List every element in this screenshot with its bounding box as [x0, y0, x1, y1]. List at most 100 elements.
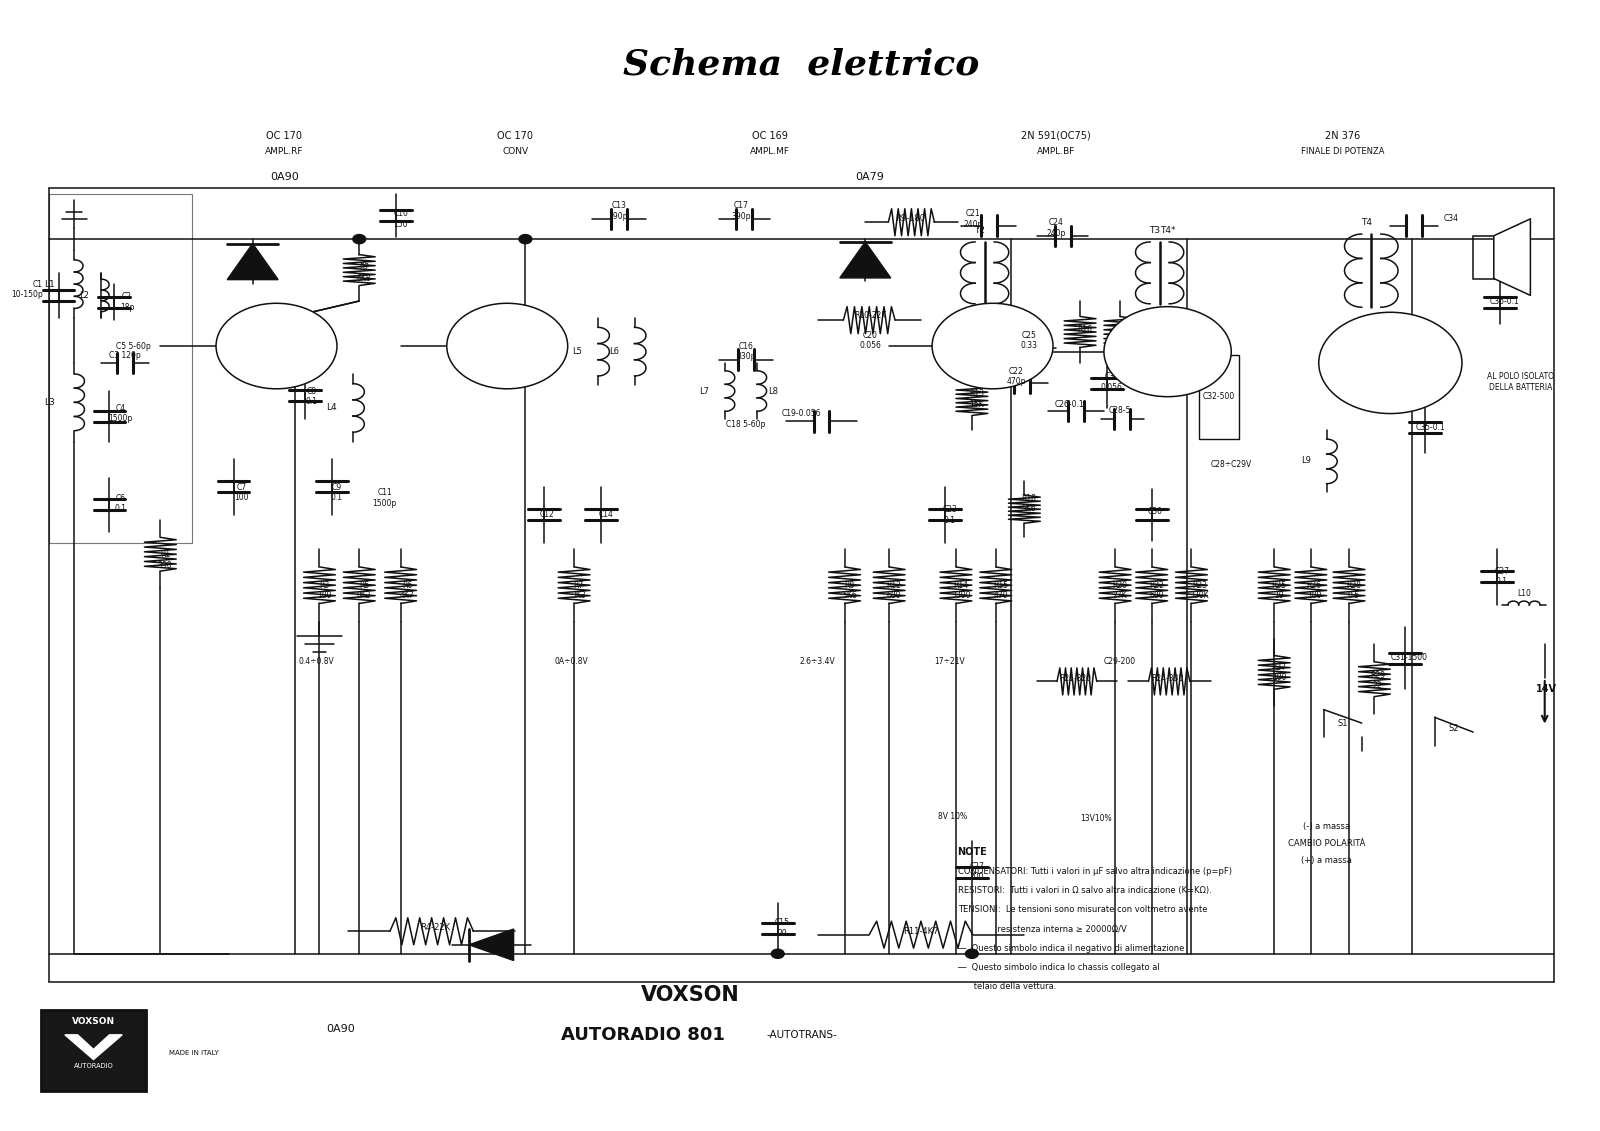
Text: CONV: CONV: [502, 147, 528, 156]
Text: C4
1500p: C4 1500p: [109, 404, 133, 423]
Text: C31-1500: C31-1500: [1390, 654, 1427, 663]
Text: C15
20: C15 20: [774, 918, 790, 938]
Circle shape: [933, 303, 1053, 389]
Text: C28-5: C28-5: [1109, 406, 1131, 415]
Text: C16
330p: C16 330p: [736, 342, 755, 362]
Bar: [42, 1010, 146, 1091]
Text: C7
100: C7 100: [234, 483, 248, 502]
Text: NOTE: NOTE: [957, 847, 987, 857]
Text: C25
0.33: C25 0.33: [1021, 330, 1038, 351]
Circle shape: [354, 234, 366, 243]
Text: Schema  elettrico: Schema elettrico: [624, 48, 979, 81]
Text: C5 5-60p: C5 5-60p: [115, 342, 150, 351]
Text: resistenza interna ≥ 20000Ω/V: resistenza interna ≥ 20000Ω/V: [957, 924, 1126, 933]
Text: telaio della vettura.: telaio della vettura.: [957, 982, 1056, 991]
Text: R26
180: R26 180: [1307, 580, 1322, 599]
Text: R2
6K8: R2 6K8: [357, 264, 371, 283]
Text: VOXSON: VOXSON: [72, 1017, 115, 1026]
Text: R12
680: R12 680: [886, 580, 901, 599]
Text: R20
27K: R20 27K: [1112, 580, 1128, 599]
Text: R7
3K3: R7 3K3: [571, 580, 586, 599]
Text: L5: L5: [573, 347, 582, 356]
Text: 8V 10%: 8V 10%: [938, 812, 968, 821]
Text: AL POLO ISOLATO
DELLA BATTERIA: AL POLO ISOLATO DELLA BATTERIA: [1488, 372, 1554, 391]
Text: C20
0.056: C20 0.056: [859, 330, 882, 351]
Text: R11-4K7: R11-4K7: [904, 926, 939, 935]
Text: C27
200: C27 200: [970, 862, 984, 881]
Text: R17
220K: R17 220K: [1118, 319, 1138, 339]
Text: T3: T3: [1149, 225, 1160, 234]
Text: L2: L2: [78, 291, 88, 300]
Text: L7: L7: [699, 387, 709, 396]
Text: OC 170: OC 170: [498, 130, 533, 140]
Text: 14V: 14V: [1536, 684, 1557, 694]
Text: AUTORADIO 801: AUTORADIO 801: [560, 1026, 725, 1044]
Text: L8: L8: [768, 387, 778, 396]
Text: 0.4÷0.8V: 0.4÷0.8V: [299, 657, 334, 666]
Circle shape: [216, 303, 338, 389]
Text: AMPL.BF: AMPL.BF: [1037, 147, 1075, 156]
Text: R6
4K7: R6 4K7: [400, 580, 414, 599]
Text: C32-500: C32-500: [1202, 392, 1235, 402]
Text: R13
15K: R13 15K: [970, 389, 984, 408]
Text: C24
240p: C24 240p: [1046, 218, 1066, 238]
Text: R24-330: R24-330: [1152, 674, 1184, 682]
Text: C28÷C29V: C28÷C29V: [1211, 459, 1251, 468]
Text: 0A79: 0A79: [856, 172, 885, 182]
Text: 2.6÷3.4V: 2.6÷3.4V: [800, 657, 835, 666]
Bar: [50, 195, 192, 543]
Text: S1: S1: [1338, 718, 1347, 727]
Text: C19-0.056: C19-0.056: [782, 409, 821, 418]
Text: R1
390: R1 390: [158, 550, 173, 570]
Text: L3: L3: [45, 398, 56, 407]
Polygon shape: [1494, 219, 1530, 295]
Text: 2N 376: 2N 376: [1325, 130, 1360, 140]
Text: C36-0.1: C36-0.1: [1490, 296, 1520, 305]
Text: R9-180: R9-180: [894, 215, 925, 223]
Text: R16: R16: [1077, 325, 1093, 334]
Text: C31
0.056: C31 0.056: [1101, 372, 1123, 391]
Text: L9: L9: [1301, 456, 1310, 465]
Text: C30: C30: [1147, 507, 1162, 516]
Text: L10: L10: [1517, 589, 1531, 598]
Text: (-) a massa: (-) a massa: [1304, 822, 1350, 831]
Text: R27
100: R27 100: [1272, 663, 1286, 682]
Text: C22
470p: C22 470p: [1006, 366, 1026, 386]
Text: C2
18p: C2 18p: [120, 293, 134, 312]
Text: FINALE DI POTENZA: FINALE DI POTENZA: [1301, 147, 1384, 156]
Text: C35-0.1: C35-0.1: [1416, 423, 1445, 432]
Polygon shape: [469, 929, 514, 960]
Circle shape: [1318, 312, 1462, 414]
Circle shape: [1104, 307, 1232, 397]
Text: R10-22K: R10-22K: [854, 311, 886, 320]
Text: 13V10%: 13V10%: [1080, 814, 1112, 823]
Text: R3
180: R3 180: [317, 580, 331, 599]
Text: C18 5-60p: C18 5-60p: [726, 421, 766, 430]
Text: R5
8K2: R5 8K2: [357, 580, 371, 599]
Text: R14
3300: R14 3300: [950, 580, 971, 599]
Polygon shape: [66, 1035, 122, 1060]
Polygon shape: [840, 242, 891, 278]
Text: C37
0.1: C37 0.1: [1494, 567, 1509, 587]
Text: R25
10: R25 10: [1272, 580, 1286, 599]
Text: R29
22: R29 22: [1370, 671, 1386, 690]
Text: -AUTOTRANS-: -AUTOTRANS-: [766, 1030, 837, 1039]
Text: RESISTORI:  Tutti i valori in Ω salvo altra indicazione (K=KΩ).: RESISTORI: Tutti i valori in Ω salvo alt…: [957, 887, 1211, 896]
Text: ―  Questo simbolo indica il negativo di alimentazione: ― Questo simbolo indica il negativo di a…: [957, 943, 1184, 952]
Circle shape: [771, 949, 784, 958]
Polygon shape: [227, 243, 278, 279]
Text: ―  Questo simbolo indica lo chassis collegato al: ― Questo simbolo indica lo chassis colle…: [957, 962, 1160, 972]
Text: R15
470: R15 470: [994, 580, 1008, 599]
Text: C3 120p: C3 120p: [109, 351, 141, 360]
Text: R8
5K6: R8 5K6: [842, 580, 856, 599]
Text: C29-200: C29-200: [1104, 657, 1136, 666]
Text: 2N 591(OC75): 2N 591(OC75): [1021, 130, 1091, 140]
Text: MADE IN ITALY: MADE IN ITALY: [170, 1050, 219, 1056]
Text: L1: L1: [45, 279, 56, 288]
Text: C8
0.1: C8 0.1: [306, 387, 317, 406]
Text: R23
330K: R23 330K: [1190, 580, 1210, 599]
Text: 0A90: 0A90: [270, 172, 299, 182]
Text: C11
1500p: C11 1500p: [373, 489, 397, 508]
Text: R4-22K: R4-22K: [421, 923, 451, 932]
Bar: [1474, 235, 1494, 278]
